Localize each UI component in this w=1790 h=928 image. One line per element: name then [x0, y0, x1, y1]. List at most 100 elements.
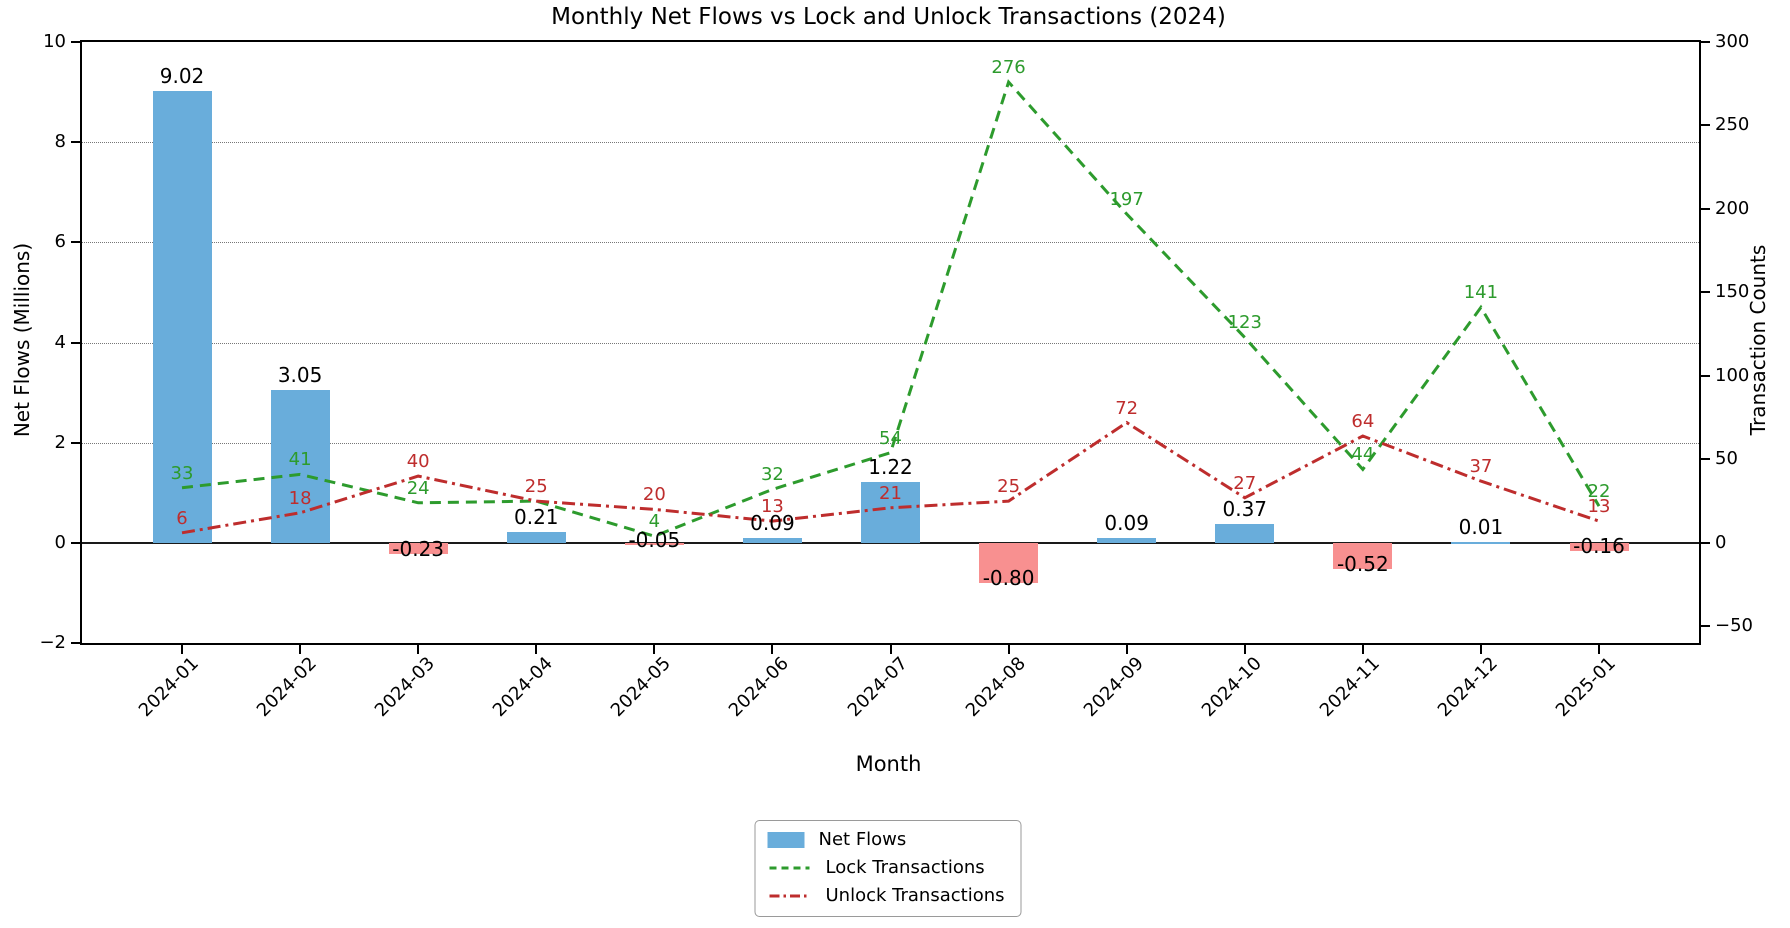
x-tick-mark — [653, 645, 656, 654]
bar-2024-03 — [388, 542, 448, 555]
point-label: 123 — [1227, 312, 1262, 334]
legend-item-net-flows: Net Flows — [767, 829, 1005, 850]
x-tick-mark — [181, 645, 183, 654]
bar-value-label: 0.09 — [750, 511, 795, 536]
bar-value-label: 1.22 — [868, 454, 913, 479]
right-tick-label: 250 — [1715, 114, 1750, 136]
bar-2024-11 — [1333, 542, 1393, 569]
x-tick-label: 2024-03 — [370, 653, 440, 722]
line-series-layer — [181, 79, 1601, 538]
bar-2024-06 — [742, 538, 802, 543]
left-tick-mark — [71, 41, 80, 43]
bar-2024-04 — [506, 532, 566, 543]
bar-2024-02 — [270, 390, 330, 543]
right-axis-title: Transaction Counts — [1746, 244, 1770, 436]
right-tick-mark — [1701, 207, 1710, 210]
left-axis-title: Net Flows (Millions) — [10, 242, 34, 438]
point-label: 18 — [288, 487, 312, 509]
point-label: 4 — [648, 511, 661, 533]
legend: Net Flows Lock Transactions Unlock Trans… — [754, 820, 1022, 917]
point-label: 141 — [1463, 282, 1499, 304]
line-dashed — [181, 79, 1601, 538]
left-tick-mark — [71, 541, 80, 544]
left-tick-label: 6 — [54, 231, 66, 253]
right-tick-label: 50 — [1715, 448, 1738, 470]
right-tick-mark — [1701, 124, 1710, 127]
x-axis-title: Month — [855, 752, 922, 776]
left-tick-label: 4 — [54, 331, 66, 353]
x-tick-mark — [889, 645, 892, 654]
point-label: 13 — [760, 496, 784, 518]
right-tick-label: 0 — [1715, 531, 1727, 553]
net-flows-swatch-icon — [767, 831, 805, 848]
chart-title: Monthly Net Flows vs Lock and Unlock Tra… — [551, 4, 1226, 30]
right-tick-mark — [1701, 41, 1710, 43]
point-label: 27 — [1233, 472, 1257, 494]
x-tick-label: 2024-07 — [843, 653, 912, 722]
x-tick-mark — [1007, 645, 1010, 654]
x-tick-label: 2024-09 — [1079, 653, 1148, 722]
legend-label: Net Flows — [818, 829, 907, 850]
right-tick-label: 100 — [1715, 364, 1750, 386]
left-tick-mark — [71, 642, 80, 644]
x-tick-mark — [417, 645, 420, 654]
left-tick-mark — [71, 241, 80, 244]
gridline — [82, 342, 1699, 344]
point-label: 33 — [170, 462, 194, 484]
gridline — [82, 442, 1699, 444]
right-tick-label: 150 — [1715, 281, 1750, 303]
x-tick-label: 2024-05 — [607, 653, 676, 722]
point-label: 54 — [879, 427, 902, 449]
x-tick-mark — [1243, 645, 1246, 654]
point-label: 20 — [642, 484, 666, 506]
point-label: 72 — [1115, 397, 1139, 419]
point-label: 40 — [406, 451, 430, 473]
right-tick-mark — [1701, 625, 1710, 628]
plot-area: 9.02 3.05 -0.23 0.21 -0.05 0.09 1.22 -0.80 0.09 0… — [39, 31, 1753, 721]
bar-value-label: -0.16 — [1573, 533, 1625, 558]
bar-value-label: 0.09 — [1104, 511, 1149, 536]
left-tick-label: 0 — [54, 531, 66, 553]
bar-value-label: 9.02 — [159, 64, 205, 89]
x-tick-label: 2024-04 — [489, 653, 558, 722]
point-label: 37 — [1469, 456, 1493, 478]
line-dashdot — [181, 420, 1600, 535]
left-tick-mark — [71, 441, 80, 444]
point-label: 6 — [176, 507, 188, 529]
point-label: 21 — [879, 482, 902, 504]
bar-value-label: 0.37 — [1222, 497, 1268, 522]
legend-label: Unlock Transactions — [825, 885, 1005, 906]
right-tick-mark — [1701, 291, 1710, 294]
bar-value-label: -0.05 — [628, 528, 681, 553]
point-label: 32 — [760, 464, 784, 486]
x-tick-label: 2024-01 — [134, 653, 203, 722]
x-tick-mark — [1125, 645, 1128, 654]
bar-value-label: 3.05 — [277, 363, 323, 388]
legend-label: Lock Transactions — [825, 857, 985, 878]
bar-2024-01 — [152, 91, 212, 543]
left-tick-label: 8 — [54, 131, 66, 153]
x-tick-mark — [1361, 645, 1364, 654]
x-tick-mark — [1479, 645, 1482, 654]
bar-value-label: -0.80 — [982, 565, 1035, 590]
left-tick-label: −2 — [39, 632, 66, 653]
bar-2024-05 — [624, 542, 684, 546]
bar-value-label: -0.52 — [1336, 551, 1389, 576]
x-tick-label: 2024-10 — [1197, 653, 1266, 722]
bar-2024-12 — [1451, 542, 1511, 544]
gridline — [82, 242, 1699, 244]
left-tick-mark — [71, 141, 80, 144]
left-tick-label: 2 — [54, 431, 66, 453]
x-tick-label: 2024-02 — [252, 653, 321, 722]
x-tick-label: 2024-06 — [725, 653, 794, 722]
x-tick-label: 2025-01 — [1551, 653, 1620, 722]
legend-item-lock: Lock Transactions — [768, 857, 1005, 878]
x-tick-mark — [771, 645, 774, 654]
right-tick-mark — [1701, 458, 1710, 461]
bar-value-label: 0.21 — [513, 505, 559, 530]
point-label: 25 — [524, 476, 548, 498]
right-tick-label: 200 — [1715, 197, 1750, 219]
point-label: 41 — [288, 449, 312, 471]
bar-2024-10 — [1215, 524, 1275, 543]
